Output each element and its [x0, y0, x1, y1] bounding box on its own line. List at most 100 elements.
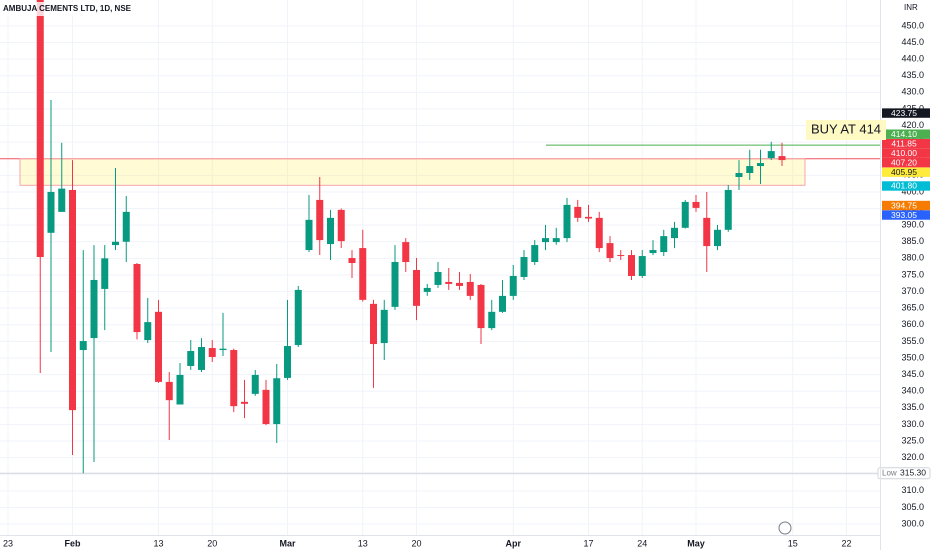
- price-label-bg: [882, 200, 930, 211]
- candle-body: [391, 262, 399, 307]
- x-tick-label: 17: [583, 538, 593, 548]
- candle-body: [681, 201, 689, 228]
- price-label: 405.95: [891, 167, 917, 177]
- price-label: 410.00: [891, 148, 917, 158]
- candle-body: [703, 217, 711, 247]
- annotation-bg: [806, 120, 886, 140]
- price-label-bg: [882, 108, 930, 118]
- y-tick-label: 445.0: [901, 37, 924, 47]
- candle-body: [660, 236, 668, 253]
- candle-body: [380, 309, 388, 344]
- candle-body: [477, 284, 485, 329]
- candle-body: [359, 248, 367, 300]
- candle-body: [520, 257, 528, 277]
- candle-body: [714, 229, 721, 247]
- candle-body: [101, 258, 109, 289]
- candle-body: [735, 173, 743, 178]
- grid: [0, 0, 880, 535]
- price-label: 393.05: [891, 210, 917, 220]
- candle-body: [198, 347, 205, 370]
- candle-body: [219, 348, 227, 351]
- price-label-bg: [882, 138, 930, 149]
- candle-body: [778, 156, 786, 161]
- candle-body: [165, 381, 173, 401]
- y-tick-label: 425.0: [901, 103, 924, 113]
- title-bg: [0, 2, 140, 16]
- price-label-bg: [882, 167, 930, 177]
- candle-body: [606, 243, 614, 259]
- low-label-name: Low: [882, 468, 897, 477]
- price-label-bg: [882, 157, 930, 168]
- candle-body: [746, 166, 754, 174]
- y-tick-label: 380.0: [901, 253, 924, 263]
- y-tick-label: 305.0: [901, 502, 924, 512]
- candle-body: [456, 282, 463, 286]
- candle-body: [767, 151, 775, 159]
- x-tick-label: 24: [637, 538, 647, 548]
- candle-body: [488, 311, 496, 329]
- candle-body: [273, 378, 281, 425]
- currency: INR: [904, 3, 918, 12]
- price-label-bg: [882, 148, 930, 158]
- candle-body: [499, 295, 506, 312]
- y-tick-label: 375.0: [901, 269, 924, 279]
- candle-body: [262, 389, 270, 425]
- x-tick-label: Mar: [279, 538, 296, 548]
- y-tick-label: 310.0: [901, 485, 924, 495]
- candle-body: [79, 341, 87, 351]
- candle-body: [305, 219, 313, 251]
- x-tick-label: 20: [207, 538, 217, 548]
- price-label: 414.10: [891, 129, 917, 139]
- candle-body: [155, 311, 162, 382]
- candle-body: [757, 163, 764, 167]
- y-tick-label: 365.0: [901, 303, 924, 313]
- y-tick-label: 390.0: [901, 220, 924, 230]
- candle-body: [617, 255, 625, 257]
- y-tick-label: 385.0: [901, 236, 924, 246]
- event-icon[interactable]: [778, 521, 792, 535]
- y-tick-label: 350.0: [901, 352, 924, 362]
- x-tick-label: 13: [153, 538, 163, 548]
- y-tick-label: 345.0: [901, 369, 924, 379]
- candle-body: [294, 289, 302, 346]
- candle-body: [90, 279, 98, 339]
- annotation: BUY AT 414: [811, 121, 881, 136]
- y-tick-label: 335.0: [901, 402, 924, 412]
- y-tick-label: 420.0: [901, 120, 924, 130]
- y-tick-label: 430.0: [901, 87, 924, 97]
- candle-body: [574, 206, 582, 218]
- candle-body: [542, 238, 549, 243]
- candle-body: [187, 351, 195, 366]
- low-label-value: 315.30: [900, 467, 926, 477]
- candle-body: [144, 322, 152, 341]
- candle-body: [423, 287, 431, 292]
- price-label: 394.75: [891, 200, 917, 210]
- candle-body: [133, 264, 141, 333]
- price-label-bg: [882, 210, 930, 220]
- x-tick-label: 20: [411, 538, 421, 548]
- y-tick-label: 450.0: [901, 20, 924, 30]
- candle-body: [692, 201, 700, 208]
- candle-body: [671, 227, 678, 239]
- x-tick-label: Apr: [506, 538, 522, 548]
- candle-body: [563, 204, 571, 239]
- candle-body: [466, 281, 474, 296]
- y-tick-label: 440.0: [901, 53, 924, 63]
- zone: [19, 158, 806, 186]
- candle-body: [638, 256, 646, 276]
- candle-body: [370, 303, 377, 345]
- candle-body: [122, 211, 130, 242]
- y-tick-label: 330.0: [901, 419, 924, 429]
- price-label: 407.20: [891, 157, 917, 167]
- candle-body: [251, 374, 259, 394]
- candle-body: [509, 275, 517, 296]
- y-tick-label: 370.0: [901, 286, 924, 296]
- y-tick-label: 435.0: [901, 70, 924, 80]
- candle-body: [47, 191, 55, 233]
- x-tick-label: 22: [841, 538, 851, 548]
- candle-body: [69, 189, 76, 411]
- x-tick-label: 23: [3, 538, 13, 548]
- candle-body: [36, 0, 44, 258]
- candle-body: [413, 269, 420, 306]
